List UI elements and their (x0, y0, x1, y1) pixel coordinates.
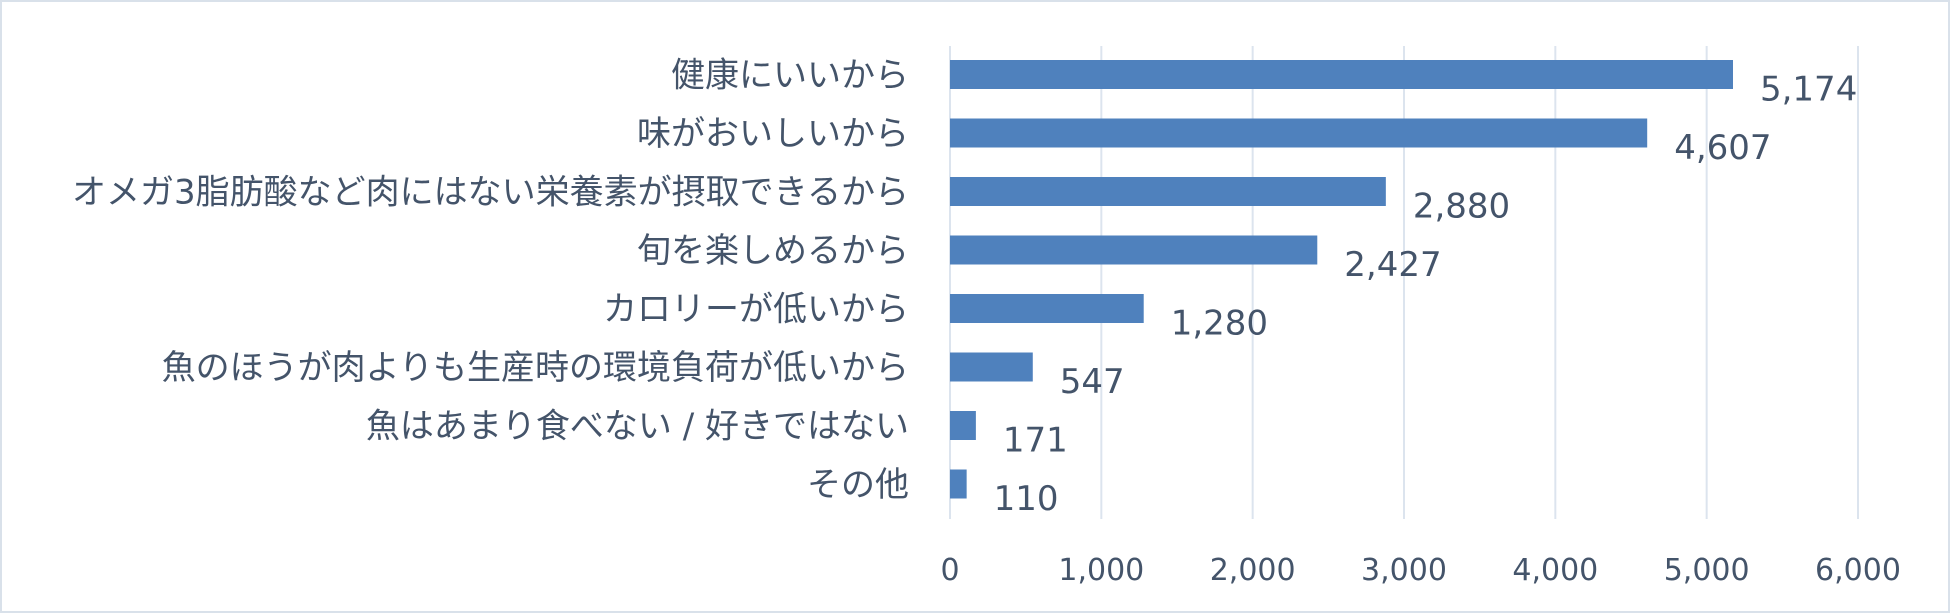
category-label: カロリーが低いから (603, 290, 909, 330)
x-tick-label: 5,000 (1664, 553, 1750, 588)
data-label: 1,280 (1171, 304, 1268, 344)
x-tick-label: 3,000 (1361, 553, 1447, 588)
data-label: 2,880 (1413, 187, 1510, 227)
category-label: その他 (807, 465, 909, 505)
bars (950, 60, 1733, 499)
category-labels: 健康にいいから味がおいしいからオメガ3脂肪酸など肉にはない栄養素が摂取できるから… (72, 56, 909, 506)
x-axis-ticks: 0 1,000 2,000 3,000 4,000 5,000 6,000 (940, 553, 1900, 588)
category-label: 旬を楽しめるから (637, 231, 909, 271)
data-label: 110 (994, 479, 1059, 519)
x-tick-label: 1,000 (1058, 553, 1144, 588)
category-label: オメガ3脂肪酸など肉にはない栄養素が摂取できるから (72, 173, 909, 213)
bar (950, 411, 976, 440)
x-tick-label: 2,000 (1210, 553, 1296, 588)
bar (950, 469, 967, 499)
category-label: 魚のほうが肉よりも生産時の環境負荷が低いから (162, 348, 909, 388)
data-label: 547 (1060, 362, 1125, 402)
category-label: 健康にいいから (671, 56, 909, 96)
data-label: 171 (1003, 421, 1068, 461)
x-tick-label: 0 (940, 553, 959, 588)
value-labels: 5,174 4,607 2,880 2,427 1,280 547 171 110 (994, 70, 1858, 520)
data-label: 5,174 (1760, 70, 1857, 110)
bar (950, 352, 1033, 382)
bar (950, 60, 1733, 89)
category-label: 味がおいしいから (637, 114, 909, 154)
category-label: 魚はあまり食べない / 好きではない (366, 407, 909, 447)
data-label: 4,607 (1674, 128, 1771, 168)
bar (950, 294, 1144, 323)
x-tick-label: 4,000 (1512, 553, 1598, 588)
x-tick-label: 6,000 (1815, 553, 1901, 588)
bar (950, 177, 1386, 206)
bar (950, 118, 1648, 148)
data-label: 2,427 (1344, 245, 1441, 285)
bar (950, 235, 1318, 265)
